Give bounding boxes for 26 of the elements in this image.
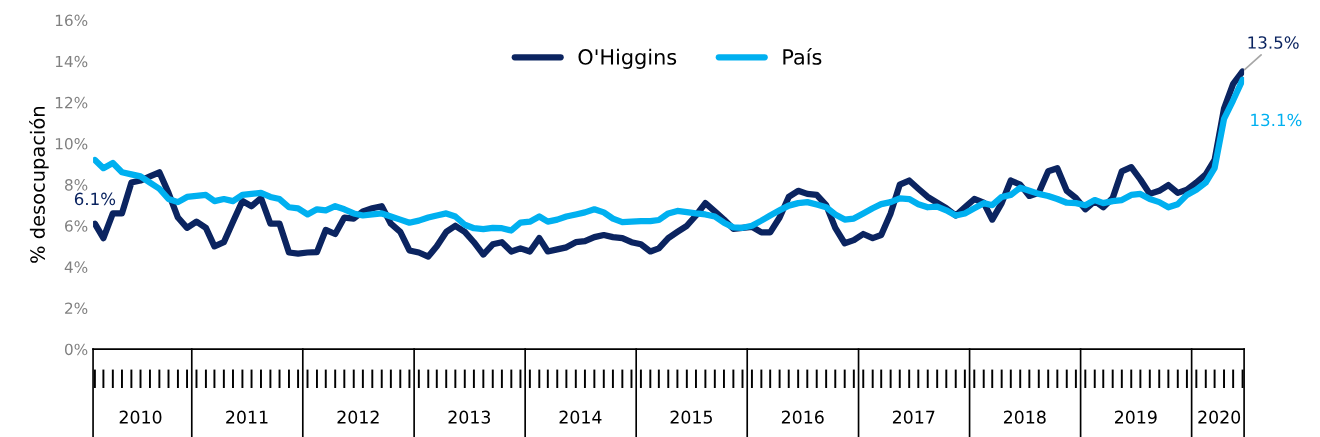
x-tick-label: 2010 bbox=[119, 410, 162, 424]
y-tick-label: 8% bbox=[65, 179, 88, 191]
legend-label: O'Higgins bbox=[578, 48, 677, 69]
y-tick-label: 12% bbox=[55, 96, 88, 109]
y-tick-label: 4% bbox=[64, 261, 88, 273]
y-tick-label: 10% bbox=[55, 137, 88, 150]
x-tick-label: 2012 bbox=[337, 410, 379, 424]
x-tick-label: 2015 bbox=[670, 410, 712, 424]
y-tick-label: 14% bbox=[55, 55, 88, 68]
x-tick-label: 2011 bbox=[226, 410, 268, 424]
y-tick-label: 2% bbox=[65, 302, 88, 315]
y-tick-label: 0% bbox=[64, 343, 88, 356]
x-tick-label: 2020 bbox=[1198, 410, 1241, 424]
x-tick-label: 2014 bbox=[559, 410, 602, 424]
y-tick-label: 16% bbox=[55, 14, 88, 27]
annotation: 6.1% bbox=[74, 192, 116, 206]
x-tick-label: 2016 bbox=[781, 410, 824, 424]
x-tick-label: 2017 bbox=[892, 410, 935, 424]
x-tick-label: 2019 bbox=[1114, 410, 1157, 424]
x-tick-label: 2018 bbox=[1003, 410, 1046, 424]
annotation: 13.1% bbox=[1251, 113, 1302, 127]
y-axis-title: % desocupación bbox=[29, 107, 49, 263]
y-tick-label: 6% bbox=[65, 220, 88, 232]
annotation: 13.5% bbox=[1248, 36, 1299, 49]
legend-label: País bbox=[783, 47, 822, 65]
x-tick-label: 2013 bbox=[448, 410, 491, 424]
